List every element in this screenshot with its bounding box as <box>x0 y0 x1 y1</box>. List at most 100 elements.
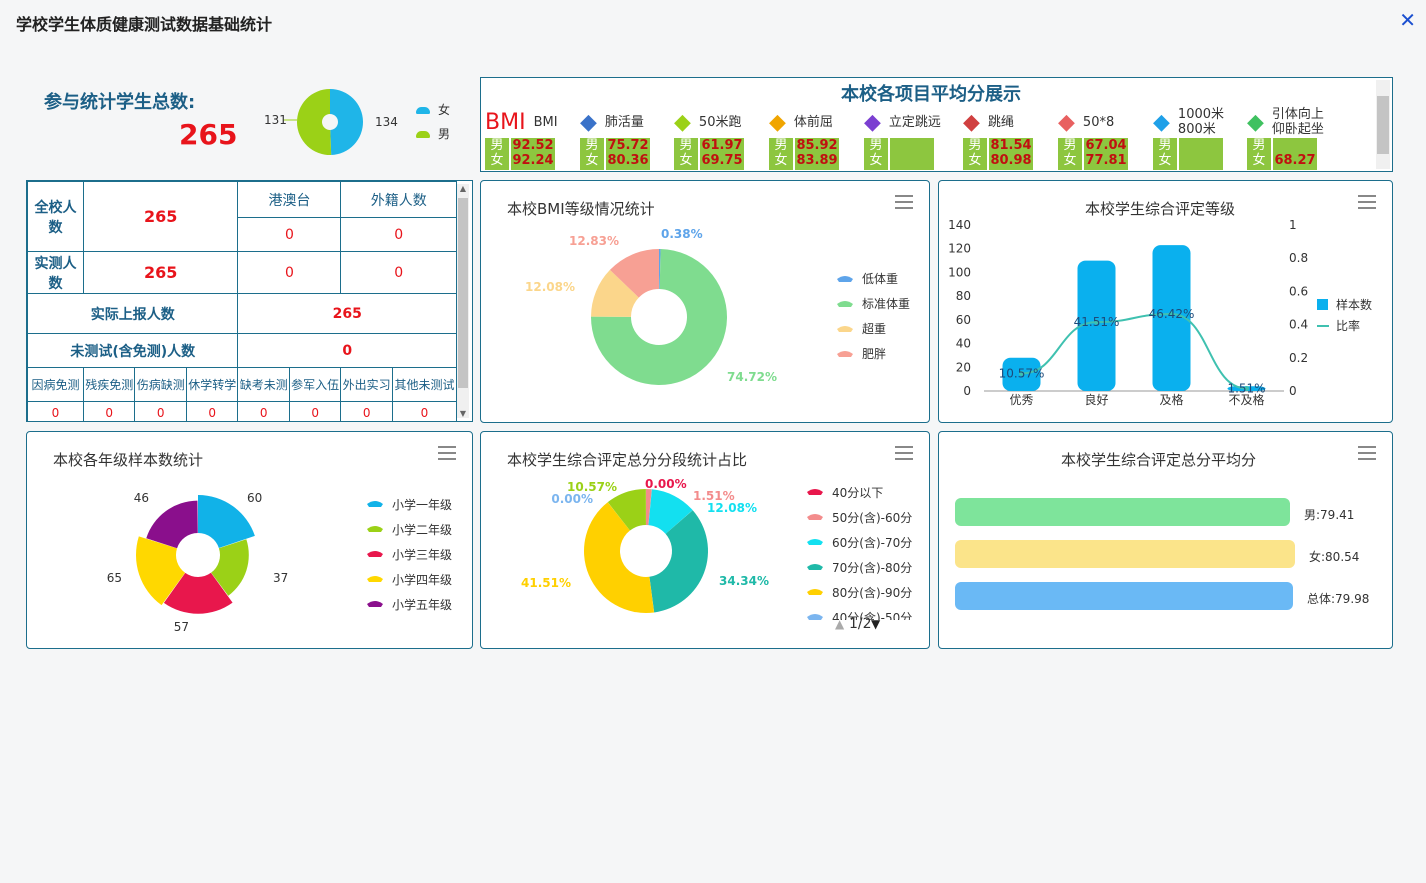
stats-scrollbar[interactable]: ▲ ▼ <box>457 184 469 418</box>
legend-swatch <box>807 539 823 545</box>
score-legend-label[interactable]: 70分(含)-80分 <box>832 560 912 575</box>
bmi-chart-panel: 本校BMI等级情况统计 0.38% 74.72% 12.08% 12.83% 低体重 标准… <box>480 180 930 423</box>
project-values: 75.72 80.36 <box>606 138 650 170</box>
menu-icon[interactable] <box>895 446 913 460</box>
project-icon: ◆ <box>864 109 881 135</box>
score-slice[interactable] <box>646 489 652 526</box>
y-tick-label: 20 <box>956 360 971 374</box>
score-slice[interactable] <box>649 510 708 613</box>
bmi-legend-label[interactable]: 超重 <box>862 321 886 336</box>
bmi-slice[interactable] <box>591 269 639 317</box>
score-legend-label[interactable]: 60分(含)-70分 <box>832 535 912 550</box>
sample-slice[interactable] <box>136 536 186 606</box>
score-slice[interactable] <box>607 489 646 531</box>
y2-tick-label: 1 <box>1289 218 1297 232</box>
menu-icon[interactable] <box>1358 195 1376 209</box>
score-slice[interactable] <box>584 502 655 613</box>
project-values <box>1179 138 1223 170</box>
sample-legend-label[interactable]: 小学一年级 <box>392 497 452 512</box>
scroll-thumb[interactable] <box>1377 96 1389 154</box>
project-item-values: 男女 67.04 77.81 <box>1058 138 1128 170</box>
sample-slice[interactable] <box>163 572 233 614</box>
title-bar: 学校学生体质健康测试数据基础统计 ✕ <box>0 0 1426 42</box>
scroll-up-icon[interactable]: ▲ <box>459 184 467 193</box>
score-value-label: 10.57% <box>567 480 617 494</box>
bmi-slice[interactable] <box>609 249 659 298</box>
legend-male[interactable]: 男 <box>416 125 450 142</box>
ratio-point[interactable] <box>1019 370 1024 376</box>
score-value-label: 34.34% <box>719 574 769 588</box>
sample-legend-label[interactable]: 小学二年级 <box>392 522 452 537</box>
legend-swatch <box>367 501 383 507</box>
pager-next-icon[interactable]: ▼ <box>871 617 881 631</box>
school-total-value: 265 <box>82 181 239 252</box>
ratio-data-label: 46.42% <box>1149 307 1195 321</box>
stats-table-panel: 全校人数 265 港澳台 外籍人数 0 0 实测人数 265 0 0 实际上报人… <box>26 180 473 422</box>
avg-bar[interactable] <box>955 498 1290 526</box>
reasons-header-row: 因病免测 残疾免测 伤病缺测 休学转学 缺考未测 参军入伍 外出实习 其他未测试 <box>27 367 458 402</box>
legend-label[interactable]: 样本数 <box>1336 297 1372 312</box>
menu-icon[interactable] <box>438 446 456 460</box>
grade-bar[interactable] <box>1077 260 1116 391</box>
bmi-slice[interactable] <box>659 249 661 290</box>
score-legend-label[interactable]: 40分(含)-50分 <box>832 610 912 625</box>
y-tick-label: 120 <box>948 242 971 256</box>
avg-bar[interactable] <box>955 540 1295 568</box>
sample-legend-label[interactable]: 小学三年级 <box>392 547 452 562</box>
scroll-down-icon[interactable]: ▼ <box>459 409 467 418</box>
project-item-values: 男女 61.97 69.75 <box>674 138 744 170</box>
project-scrollbar[interactable] <box>1376 80 1390 169</box>
legend-label[interactable]: 比率 <box>1336 318 1360 333</box>
pager-prev-icon[interactable]: ▲ <box>835 617 845 631</box>
sample-value-label: 57 <box>174 620 189 634</box>
y-tick-label: 0 <box>963 384 971 398</box>
ratio-point[interactable] <box>1094 319 1099 325</box>
legend-swatch <box>807 489 823 495</box>
avg-chart-panel: 本校学生综合评定总分平均分 男:79.41 女:80.54 总体:79.98 <box>938 431 1393 649</box>
pie-slice-female[interactable] <box>330 89 364 155</box>
project-item: ◆ 引体向上 仰卧起坐男女 68.27 <box>1247 106 1324 171</box>
project-name: 立定跳远 <box>888 114 941 130</box>
bmi-value-label: 0.38% <box>661 227 703 241</box>
project-values: 68.27 <box>1273 138 1317 170</box>
hk-tested-value: 0 <box>237 251 342 294</box>
legend-swatch <box>837 276 853 282</box>
pie-slice-male[interactable] <box>297 89 332 155</box>
score-slice[interactable] <box>648 489 693 534</box>
sample-slice[interactable] <box>146 500 198 549</box>
bmi-legend-label[interactable]: 低体重 <box>862 272 898 286</box>
menu-icon[interactable] <box>895 195 913 209</box>
score-legend-label[interactable]: 50分(含)-60分 <box>832 510 912 525</box>
project-sex-labels: 男女 <box>1058 138 1082 170</box>
close-icon[interactable]: ✕ <box>1399 8 1416 32</box>
menu-icon[interactable] <box>1358 446 1376 460</box>
sample-value-label: 60 <box>247 491 262 505</box>
ratio-point[interactable] <box>1169 311 1174 317</box>
sample-legend-label[interactable]: 小学四年级 <box>392 572 452 587</box>
legend-female[interactable]: 女 <box>416 101 450 118</box>
project-sex-labels: 男女 <box>963 138 987 170</box>
project-icon: ◆ <box>674 109 691 135</box>
scroll-thumb[interactable] <box>458 198 468 388</box>
avg-bar[interactable] <box>955 582 1293 610</box>
y2-tick-label: 0.4 <box>1289 318 1308 332</box>
bmi-legend-label[interactable]: 标准体重 <box>862 297 910 311</box>
bmi-legend-label[interactable]: 肥胖 <box>862 347 886 361</box>
ratio-line <box>1021 312 1247 390</box>
score-legend-label[interactable]: 80分(含)-90分 <box>832 585 912 600</box>
ratio-point[interactable] <box>1244 385 1249 391</box>
y-tick-label: 80 <box>956 289 971 303</box>
legend-swatch <box>367 576 383 582</box>
bmi-slice[interactable] <box>591 249 727 385</box>
grade-chart-title: 本校学生综合评定等级 <box>1085 200 1236 218</box>
sample-slice[interactable] <box>198 495 255 548</box>
sample-slice[interactable] <box>211 539 249 596</box>
x-tick-label: 良好 <box>1084 392 1108 407</box>
legend-male-swatch <box>416 131 430 138</box>
sample-legend-label[interactable]: 小学五年级 <box>392 597 452 612</box>
grade-bar[interactable] <box>1152 245 1191 391</box>
ratio-data-label: 1.51% <box>1227 381 1265 395</box>
legend-swatch <box>837 301 853 307</box>
score-legend-label[interactable]: 40分以下 <box>832 486 883 500</box>
project-icon: ◆ <box>769 109 786 135</box>
